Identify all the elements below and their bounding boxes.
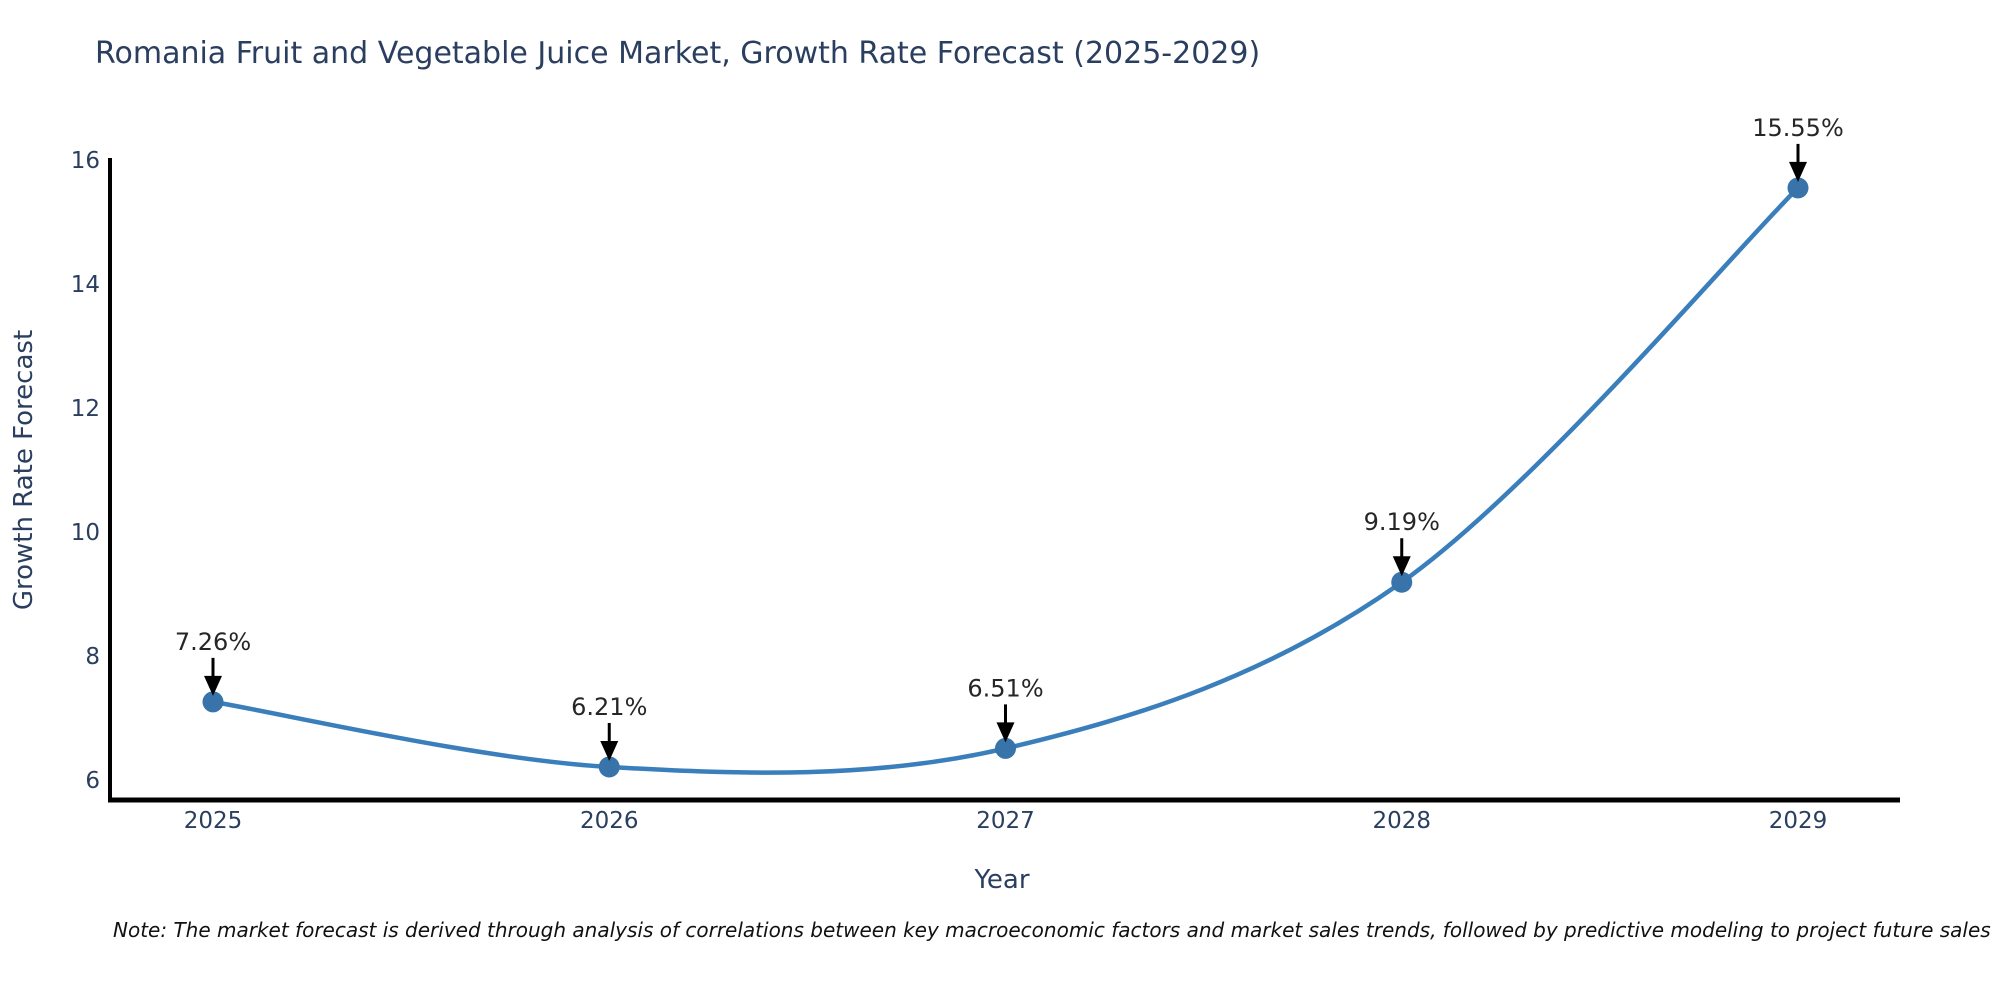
x-tick-label: 2029 <box>1769 808 1828 834</box>
point-annotation: 6.21% <box>571 693 647 761</box>
chart-title: Romania Fruit and Vegetable Juice Market… <box>95 36 1261 71</box>
y-tick-label: 8 <box>85 644 100 670</box>
point-annotation-label: 9.19% <box>1364 508 1440 536</box>
x-tick-label: 2026 <box>580 808 639 834</box>
point-annotation-label: 6.51% <box>967 674 1043 702</box>
point-annotation-label: 6.21% <box>571 693 647 721</box>
annotation-arrowhead-icon <box>1392 556 1411 577</box>
y-tick-label: 6 <box>85 768 100 794</box>
annotation-arrowhead-icon <box>1789 161 1807 182</box>
point-annotation-label: 15.55% <box>1752 114 1844 142</box>
x-axis-title: Year <box>973 865 1029 895</box>
point-annotation: 6.51% <box>967 674 1044 743</box>
data-point-marker[interactable] <box>598 756 620 778</box>
y-tick-label: 14 <box>71 272 100 298</box>
footnote: Note: The market forecast is derived thr… <box>113 918 1991 942</box>
y-axis-tick-labels: 6 8 10 12 14 16 <box>71 148 100 794</box>
y-tick-label: 10 <box>71 520 100 546</box>
y-tick-label: 12 <box>71 396 100 422</box>
x-tick-label: 2025 <box>184 808 243 834</box>
x-axis-tick-labels: 2025 2026 2027 2028 2029 <box>184 808 1828 834</box>
point-annotation: 7.26% <box>175 628 251 696</box>
y-axis-title: Growth Rate Forecast <box>9 330 39 610</box>
data-point-marker[interactable] <box>995 737 1016 759</box>
data-points <box>202 177 1809 778</box>
point-annotation: 9.19% <box>1364 508 1440 577</box>
x-tick-label: 2028 <box>1372 808 1431 834</box>
data-point-marker[interactable] <box>202 691 224 713</box>
point-annotation: 15.55% <box>1752 114 1844 182</box>
data-point-marker[interactable] <box>1391 571 1413 593</box>
annotation-arrowhead-icon <box>600 740 619 761</box>
data-point-marker[interactable] <box>1787 177 1809 199</box>
point-annotation-label: 7.26% <box>175 628 251 656</box>
annotation-arrowhead-icon <box>996 722 1015 743</box>
x-tick-label: 2027 <box>976 808 1035 834</box>
annotation-arrowhead-icon <box>204 675 222 696</box>
y-tick-label: 16 <box>71 148 100 174</box>
point-annotations: 7.26% 6.21% 6.51% 9.19% 15.55% <box>175 114 1844 761</box>
